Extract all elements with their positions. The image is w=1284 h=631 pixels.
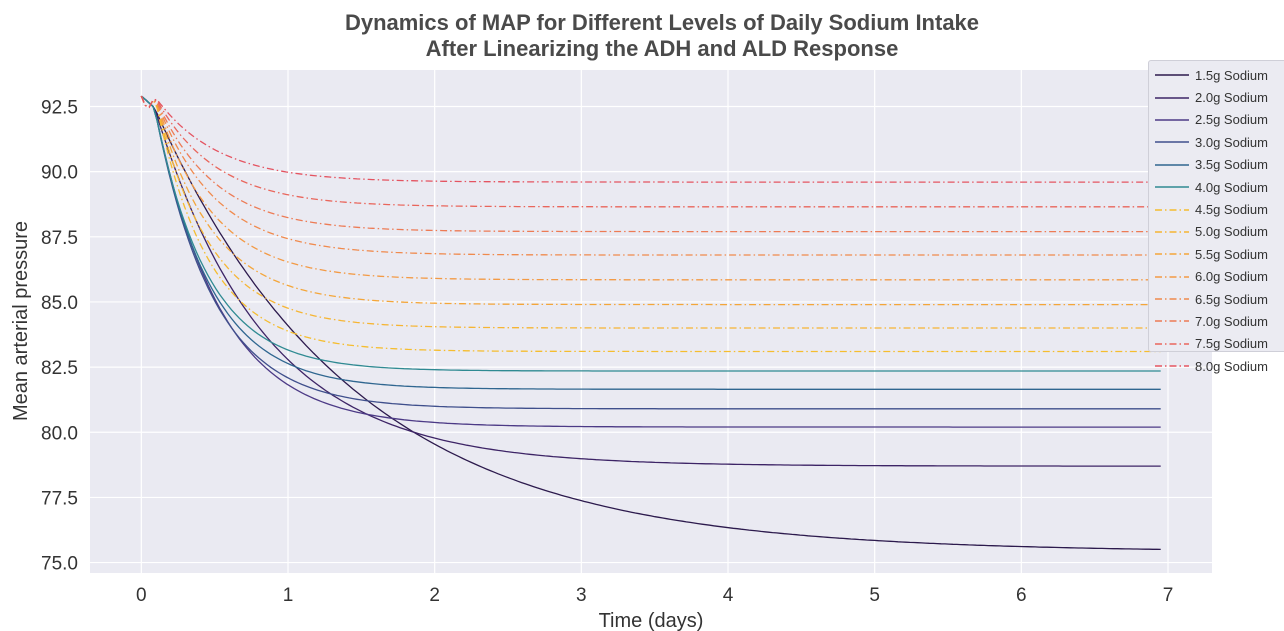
y-tick-label: 92.5: [41, 97, 78, 118]
x-tick-label: 0: [136, 585, 147, 606]
legend-item: 8.0g Sodium: [1149, 355, 1284, 377]
x-tick-label: 5: [869, 585, 880, 606]
series-line: [140, 95, 1161, 256]
legend-label: 1.5g Sodium: [1195, 67, 1268, 83]
series-lines: [140, 95, 1161, 551]
y-tick-label: 77.5: [41, 488, 78, 509]
legend-swatch: [1155, 141, 1189, 144]
legend-label: 5.0g Sodium: [1195, 224, 1268, 240]
x-tick-label: 1: [283, 585, 294, 606]
legend-label: 8.0g Sodium: [1195, 358, 1268, 374]
chart-title-block: Dynamics of MAP for Different Levels of …: [0, 10, 1284, 62]
legend-label: 2.5g Sodium: [1195, 112, 1268, 128]
legend-swatch: [1155, 320, 1189, 323]
legend-item: 7.5g Sodium: [1149, 333, 1284, 355]
x-tick-label: 6: [1016, 585, 1027, 606]
y-tick-label: 90.0: [41, 163, 78, 184]
series-line: [140, 95, 1161, 372]
y-axis-label: Mean arterial pressure: [10, 221, 32, 421]
legend-swatch: [1155, 164, 1189, 166]
y-tick-label: 85.0: [41, 293, 78, 314]
series-line: [140, 95, 1161, 233]
legend-swatch: [1155, 276, 1189, 278]
legend: 1.5g Sodium 2.0g Sodium 2.5g Sodium 3.0g So…: [1148, 60, 1284, 374]
legend-label: 3.0g Sodium: [1195, 134, 1268, 150]
legend-item: 5.0g Sodium: [1149, 221, 1284, 243]
legend-item: 4.0g Sodium: [1149, 176, 1284, 198]
legend-item: 3.5g Sodium: [1149, 154, 1284, 176]
x-tick-label: 3: [576, 585, 587, 606]
x-tick-label: 2: [429, 585, 440, 606]
tick-labels: 0 1 2 3 4 5 6 7 75.0 77.5 80.0 82.5 85.0 87.5 90.0 92.5: [41, 97, 1173, 606]
legend-swatch: [1155, 74, 1189, 76]
series-line: [140, 95, 1161, 428]
x-axis-label: Time (days): [599, 610, 704, 631]
series-line: [140, 95, 1161, 551]
x-tick-label: 4: [723, 585, 734, 606]
legend-swatch: [1155, 298, 1189, 300]
legend-item: 2.5g Sodium: [1149, 109, 1284, 131]
legend-label: 6.0g Sodium: [1195, 269, 1268, 285]
y-tick-label: 75.0: [41, 554, 78, 575]
legend-label: 7.0g Sodium: [1195, 313, 1268, 329]
series-line: [140, 95, 1161, 390]
legend-swatch: [1155, 186, 1189, 188]
legend-item: 5.5g Sodium: [1149, 243, 1284, 265]
legend-swatch: [1155, 119, 1189, 121]
legend-label: 3.5g Sodium: [1195, 157, 1268, 173]
series-line: [140, 95, 1161, 183]
legend-swatch: [1155, 96, 1189, 99]
series-line: [140, 95, 1161, 208]
legend-swatch: [1155, 231, 1189, 233]
legend-label: 2.0g Sodium: [1195, 90, 1268, 106]
legend-label: 6.5g Sodium: [1195, 291, 1268, 307]
chart-title: Dynamics of MAP for Different Levels of …: [344, 10, 980, 35]
x-tick-label: 7: [1163, 585, 1174, 606]
grid-lines: [90, 70, 1212, 573]
legend-label: 4.0g Sodium: [1195, 179, 1268, 195]
y-tick-label: 80.0: [41, 423, 78, 444]
legend-item: 4.5g Sodium: [1149, 198, 1284, 220]
plot-area: [90, 70, 1212, 573]
series-line: [140, 95, 1161, 281]
legend-item: 7.0g Sodium: [1149, 310, 1284, 332]
legend-item: 2.0g Sodium: [1149, 86, 1284, 108]
legend-swatch: [1155, 208, 1189, 211]
series-line: [140, 95, 1161, 353]
legend-label: 7.5g Sodium: [1195, 336, 1268, 352]
legend-item: 1.5g Sodium: [1149, 64, 1284, 86]
legend-swatch: [1155, 343, 1189, 345]
legend-swatch: [1155, 253, 1189, 256]
series-line: [140, 95, 1161, 467]
legend-item: 3.0g Sodium: [1149, 131, 1284, 153]
series-line: [140, 95, 1161, 306]
y-tick-label: 87.5: [41, 228, 78, 249]
series-line: [140, 95, 1161, 329]
legend-item: 6.5g Sodium: [1149, 288, 1284, 310]
series-line: [140, 95, 1161, 410]
legend-label: 4.5g Sodium: [1195, 202, 1268, 218]
legend-swatch: [1155, 365, 1189, 367]
chart-subtitle: After Linearizing the ADH and ALD Respon…: [425, 36, 899, 61]
legend-label: 5.5g Sodium: [1195, 246, 1268, 262]
y-tick-label: 82.5: [41, 358, 78, 379]
legend-item: 6.0g Sodium: [1149, 266, 1284, 288]
